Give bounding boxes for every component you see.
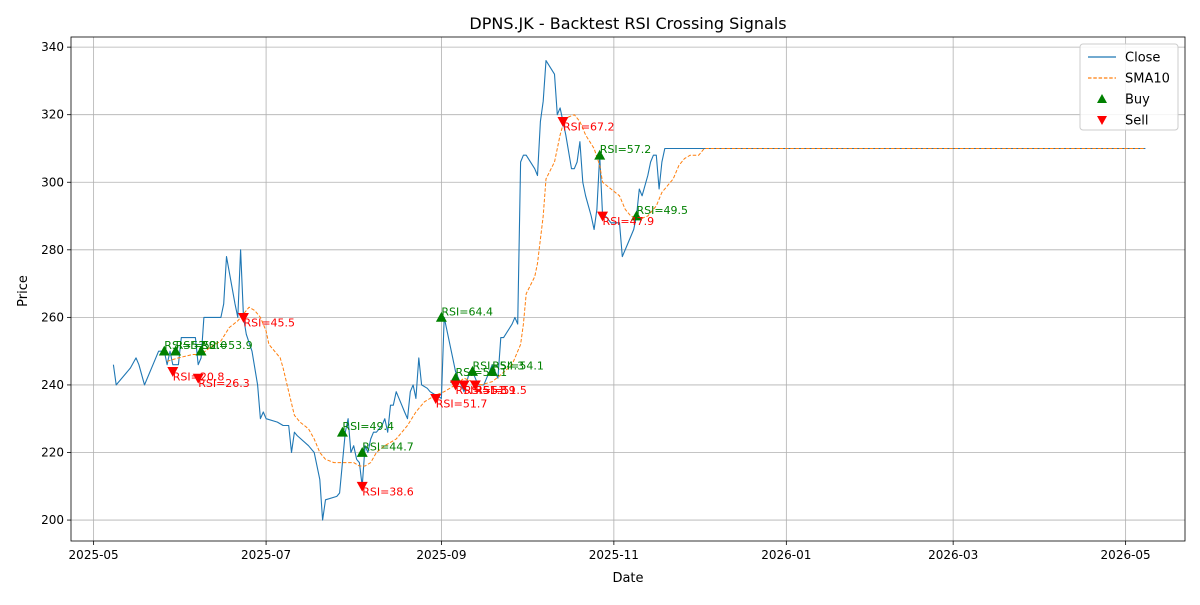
y-tick-label: 220 — [41, 445, 64, 459]
sell-marker — [237, 312, 249, 323]
legend-swatch-sell — [1097, 116, 1107, 125]
y-tick-label: 280 — [41, 243, 64, 257]
buy-label: RSI=64.4 — [441, 305, 493, 318]
y-tick-label: 340 — [41, 40, 64, 54]
buy-marker — [450, 372, 462, 383]
sell-marker — [430, 394, 442, 404]
buy-label: RSI=44.7 — [362, 440, 414, 453]
buy-label: RSI=49.5 — [636, 204, 688, 217]
y-tick-label: 260 — [41, 310, 64, 324]
y-tick-label: 240 — [41, 378, 64, 392]
signal-markers: RSI=52.0RSI=52.0RSI=53.9RSI=49.4RSI=44.7… — [158, 117, 688, 498]
buy-label: RSI=54.1 — [492, 359, 544, 372]
buy-label: RSI=57.2 — [600, 143, 652, 156]
y-axis-label: Price — [16, 275, 31, 307]
sell-marker — [192, 373, 204, 384]
legend-label-close: Close — [1125, 51, 1160, 66]
buy-label: RSI=54.3 — [472, 359, 524, 372]
y-tick-label: 200 — [41, 513, 64, 527]
y-tick-label: 320 — [41, 108, 64, 122]
legend-box — [1079, 43, 1179, 131]
sell-marker — [167, 367, 179, 377]
sell-label: RSI=38.6 — [362, 485, 414, 498]
buy-marker — [594, 149, 606, 160]
series-sma10-line — [166, 114, 1146, 467]
grid — [71, 37, 1185, 541]
buy-marker — [336, 426, 348, 437]
buy-marker — [170, 345, 182, 356]
legend: Close SMA10 Buy Sell — [1079, 43, 1179, 131]
buy-marker — [356, 446, 368, 457]
sell-label: RSI=51.5 — [475, 384, 527, 397]
x-axis-label: Date — [612, 571, 643, 586]
buy-marker — [630, 210, 642, 221]
x-tick-label: 2025-07 — [241, 548, 291, 562]
sell-label: RSI=26.3 — [198, 377, 250, 390]
buy-marker — [195, 345, 207, 356]
sell-label: RSI=67.2 — [563, 120, 615, 133]
chart-title: DPNS.JK - Backtest RSI Crossing Signals — [469, 14, 786, 33]
sell-label: RSI=51.8 — [456, 384, 508, 397]
sell-marker — [356, 481, 368, 492]
sell-label: RSI=45.5 — [243, 316, 295, 329]
sell-marker — [450, 380, 462, 391]
x-tick-label: 2025-09 — [416, 548, 466, 562]
buy-marker — [435, 311, 447, 322]
x-tick-label: 2026-05 — [1101, 548, 1151, 562]
legend-label-sell: Sell — [1125, 114, 1148, 129]
x-tick-label: 2026-01 — [761, 548, 811, 562]
buy-label: RSI=49.4 — [342, 420, 394, 433]
sell-label: RSI=47.9 — [603, 215, 655, 228]
plot-frame — [70, 36, 1186, 542]
axes: 2025-05 2025-07 2025-09 2025-11 2026-01 2026-… — [41, 36, 1186, 562]
sell-marker — [469, 380, 481, 391]
sell-marker — [458, 380, 470, 391]
buy-label: RSI=53.9 — [201, 339, 253, 352]
buy-label: RSI=52.0 — [176, 339, 228, 352]
buy-marker — [466, 365, 478, 376]
buy-marker — [486, 365, 498, 376]
buy-marker — [158, 345, 170, 356]
legend-label-sma10: SMA10 — [1125, 72, 1170, 87]
legend-label-buy: Buy — [1125, 93, 1150, 108]
y-tick-label: 300 — [41, 175, 64, 189]
x-tick-label: 2025-05 — [69, 548, 119, 562]
series-close-line — [112, 60, 1146, 521]
sell-marker — [597, 211, 609, 222]
x-tick-label: 2026-03 — [928, 548, 978, 562]
x-tick-label: 2025-11 — [589, 548, 639, 562]
sell-marker — [557, 117, 569, 127]
sell-label: RSI=51.7 — [436, 397, 488, 410]
legend-swatch-buy — [1097, 94, 1107, 103]
series-layer — [112, 60, 1146, 521]
